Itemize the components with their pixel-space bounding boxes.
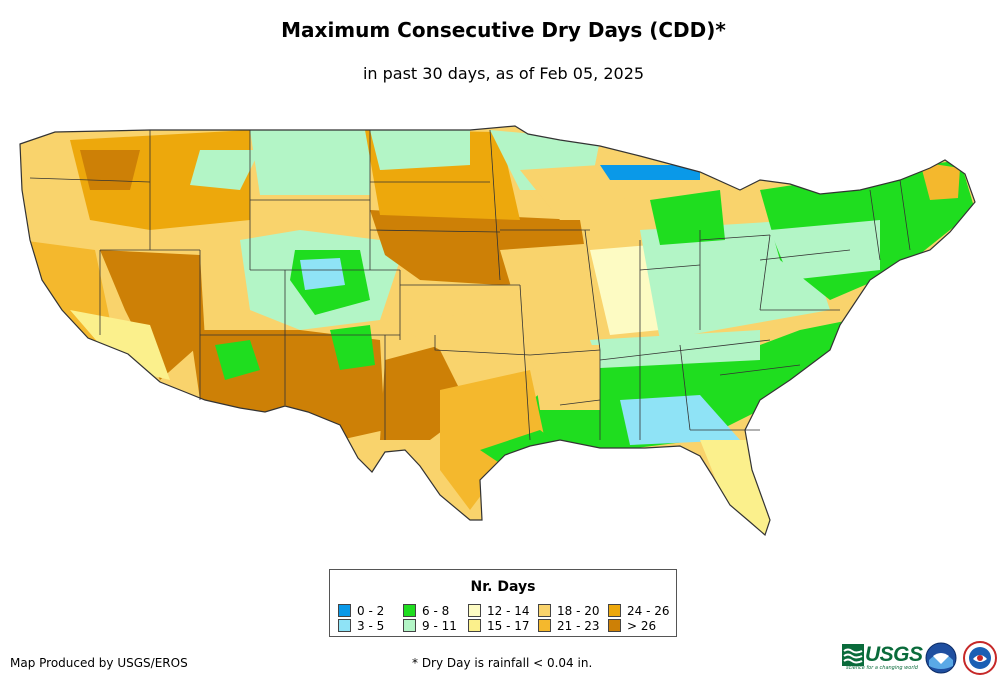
region-michigan-green [650, 190, 725, 245]
legend-label: 15 - 17 [487, 619, 530, 633]
legend-item: > 26 [608, 619, 656, 633]
region-illinois [590, 245, 660, 335]
legend-item: 3 - 5 [338, 619, 384, 633]
region-socal [70, 310, 170, 380]
region-az-green [215, 340, 260, 380]
state-boundaries [29, 129, 911, 441]
legend-label: 18 - 20 [557, 604, 600, 618]
region-east-texas [440, 370, 545, 510]
noaa-logo-icon [925, 642, 957, 674]
legend-item: 6 - 8 [403, 604, 449, 618]
legend-label: 0 - 2 [357, 604, 385, 618]
nws-logo-icon [963, 641, 997, 675]
region-arkansas [530, 345, 600, 410]
region-tn-light [590, 330, 760, 368]
map-subtitle: in past 30 days, as of Feb 05, 2025 [362, 64, 645, 83]
region-great-basin [100, 250, 205, 380]
region-maine-yellow [920, 162, 960, 200]
legend-swatch [608, 619, 621, 632]
legend-label: 3 - 5 [357, 619, 385, 633]
legend-swatch [338, 604, 351, 617]
region-nd-light [370, 130, 470, 170]
legend-label: 6 - 8 [422, 604, 450, 618]
region-rockies-blue [300, 258, 345, 290]
region-ny-light [770, 220, 880, 280]
cdd-map [19, 125, 976, 537]
legend-swatch [403, 604, 416, 617]
region-montana-green [190, 150, 260, 190]
legend-item: 24 - 26 [608, 604, 670, 618]
legend-label: 21 - 23 [557, 619, 600, 633]
region-georgia-blue [620, 395, 740, 445]
legend-item: 15 - 17 [468, 619, 530, 633]
legend-swatch [468, 604, 481, 617]
map-credit: Map Produced by USGS/EROS [10, 656, 188, 670]
usgs-wordmark: USGS [865, 643, 923, 666]
legend-item: 18 - 20 [538, 604, 600, 618]
usgs-tagline: science for a changing world [846, 665, 918, 671]
legend-label: 12 - 14 [487, 604, 530, 618]
legend-item: 9 - 11 [403, 619, 457, 633]
legend-swatch [538, 619, 551, 632]
region-montana [250, 130, 370, 195]
legend-swatch [338, 619, 351, 632]
legend-swatch [468, 619, 481, 632]
dry-day-note: * Dry Day is rainfall < 0.04 in. [412, 656, 593, 670]
legend-title: Nr. Days [470, 579, 536, 595]
region-oregon-dark [80, 150, 140, 190]
legend-swatch [538, 604, 551, 617]
map-title: Maximum Consecutive Dry Days (CDD)* [281, 18, 726, 42]
usgs-logo-icon [842, 644, 864, 666]
legend-label: 24 - 26 [627, 604, 670, 618]
legend-label: > 26 [627, 619, 657, 633]
map-fill [20, 126, 975, 535]
legend-swatch [403, 619, 416, 632]
region-lake-blue [600, 165, 700, 180]
region-nm-green [330, 325, 375, 370]
legend-item: 21 - 23 [538, 619, 600, 633]
legend-item: 0 - 2 [338, 604, 384, 618]
legend-swatch [608, 604, 621, 617]
legend-label: 9 - 11 [422, 619, 457, 633]
legend-item: 12 - 14 [468, 604, 530, 618]
us-outline [19, 125, 976, 537]
